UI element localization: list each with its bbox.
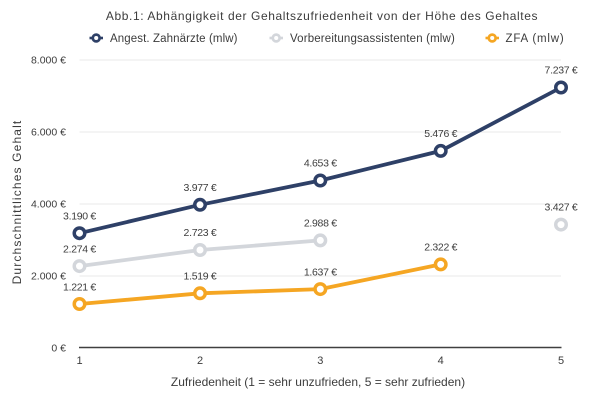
svg-text:1.637 €: 1.637 € [304,267,337,279]
svg-text:Abb.1: Abhängigkeit der Gehalt: Abb.1: Abhängigkeit der Gehaltszufrieden… [106,9,538,23]
svg-text:2.000 €: 2.000 € [31,271,66,283]
svg-text:6.000 €: 6.000 € [31,127,66,139]
svg-text:Angest. Zahnärzte (mlw): Angest. Zahnärzte (mlw) [110,33,238,45]
svg-text:3.190 €: 3.190 € [63,211,96,223]
svg-text:2.274 €: 2.274 € [63,244,96,256]
svg-text:Durchschnittliches Gehalt: Durchschnittliches Gehalt [10,120,24,285]
svg-text:3.427 €: 3.427 € [545,202,578,214]
svg-text:1: 1 [76,355,82,367]
svg-text:4.000 €: 4.000 € [31,199,66,211]
svg-text:1.519 €: 1.519 € [184,271,217,283]
svg-text:2: 2 [197,355,203,367]
svg-text:4.653 €: 4.653 € [304,158,337,170]
svg-text:ZFA (mlw): ZFA (mlw) [506,33,565,45]
svg-text:2.723 €: 2.723 € [184,227,217,239]
svg-text:5: 5 [558,355,564,367]
svg-text:2.988 €: 2.988 € [304,218,337,230]
svg-text:4: 4 [438,355,444,367]
svg-text:0 €: 0 € [51,343,66,355]
svg-text:1.221 €: 1.221 € [63,282,96,294]
svg-text:3: 3 [317,355,323,367]
svg-text:7.237 €: 7.237 € [545,65,578,77]
svg-text:Zufriedenheit (1 = sehr unzufr: Zufriedenheit (1 = sehr unzufrieden, 5 =… [171,375,465,389]
svg-text:3.977 €: 3.977 € [184,182,217,194]
svg-text:8.000 €: 8.000 € [31,55,66,67]
svg-text:5.476 €: 5.476 € [424,128,457,140]
svg-text:2.322 €: 2.322 € [424,242,457,254]
svg-text:Vorbereitungsassistenten (mlw): Vorbereitungsassistenten (mlw) [290,33,455,45]
